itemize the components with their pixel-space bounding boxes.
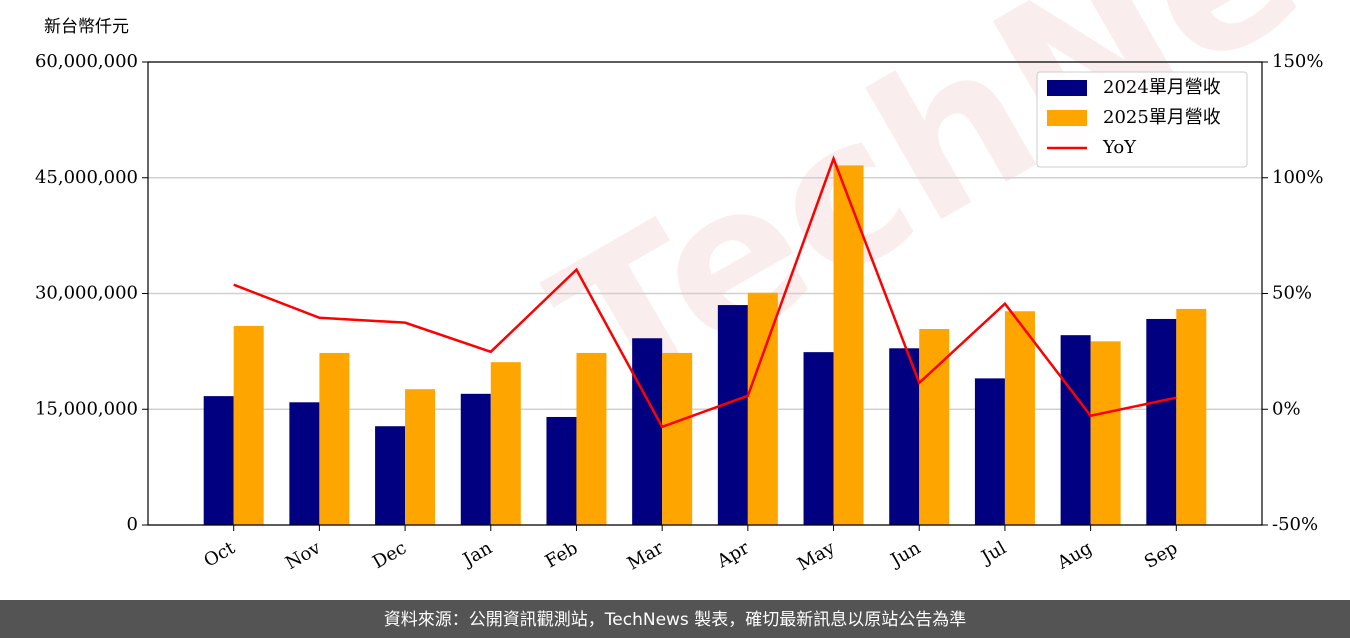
x-tick-label: Mar — [624, 537, 668, 574]
x-tick-label: Nov — [282, 537, 325, 574]
legend-box — [1036, 71, 1248, 168]
bar — [460, 393, 491, 525]
bar — [1090, 341, 1121, 525]
bar — [1004, 311, 1035, 525]
legend-swatch — [1047, 80, 1087, 96]
legend-label: YoY — [1102, 137, 1137, 158]
y-tick-label: 45,000,000 — [35, 167, 138, 188]
bar — [833, 165, 864, 526]
y2-tick-label: 50% — [1272, 283, 1312, 304]
bar — [803, 352, 834, 525]
y-tick-label: 15,000,000 — [35, 398, 138, 419]
legend-label: 2025單月營收 — [1103, 107, 1221, 128]
footer: 資料來源：公開資訊觀測站，TechNews 製表，確切最新訊息以原站公告為準 — [384, 610, 966, 630]
x-tick-label: Jan — [458, 537, 496, 571]
y-tick-label: 60,000,000 — [35, 51, 138, 72]
plot-frame — [147, 61, 1263, 526]
bar — [405, 389, 436, 525]
bar — [1176, 308, 1207, 525]
bar — [233, 325, 264, 525]
bar — [375, 426, 406, 525]
x-tick-label: Dec — [369, 537, 410, 573]
y2-tick-label: -50% — [1272, 514, 1318, 535]
bar — [490, 362, 521, 525]
footer-bar — [0, 600, 1350, 638]
bar — [662, 352, 693, 525]
yoy-line — [233, 155, 1177, 429]
bar — [319, 352, 350, 525]
y2-tick-label: 150% — [1272, 51, 1323, 72]
bar — [974, 378, 1005, 525]
y2-tick-label: 0% — [1272, 398, 1301, 419]
x-tick-label: Oct — [200, 537, 239, 572]
bar — [632, 338, 663, 525]
y2-tick-label: 100% — [1272, 167, 1323, 188]
x-tick-label: Apr — [713, 537, 753, 572]
bar — [289, 402, 320, 525]
unit-label: 新台幣仟元 — [44, 17, 129, 37]
bar — [919, 328, 950, 525]
x-tick-label: Jul — [976, 537, 1010, 569]
bar — [546, 416, 577, 525]
bar — [1060, 335, 1091, 525]
legend-swatch — [1047, 110, 1087, 126]
x-tick-label: Jun — [886, 537, 925, 572]
legend-label: 2024單月營收 — [1103, 77, 1221, 98]
x-tick-label: Sep — [1141, 537, 1181, 572]
bar — [203, 396, 234, 525]
x-tick-label: Aug — [1053, 537, 1096, 574]
y-tick-label: 30,000,000 — [35, 283, 138, 304]
bar — [576, 352, 607, 525]
x-tick-label: May — [794, 537, 839, 575]
y-tick-label: 0 — [127, 514, 138, 535]
bar — [717, 305, 748, 525]
bar — [1146, 318, 1177, 525]
x-tick-label: Feb — [542, 537, 582, 572]
bar — [747, 292, 778, 525]
bar — [889, 348, 920, 525]
